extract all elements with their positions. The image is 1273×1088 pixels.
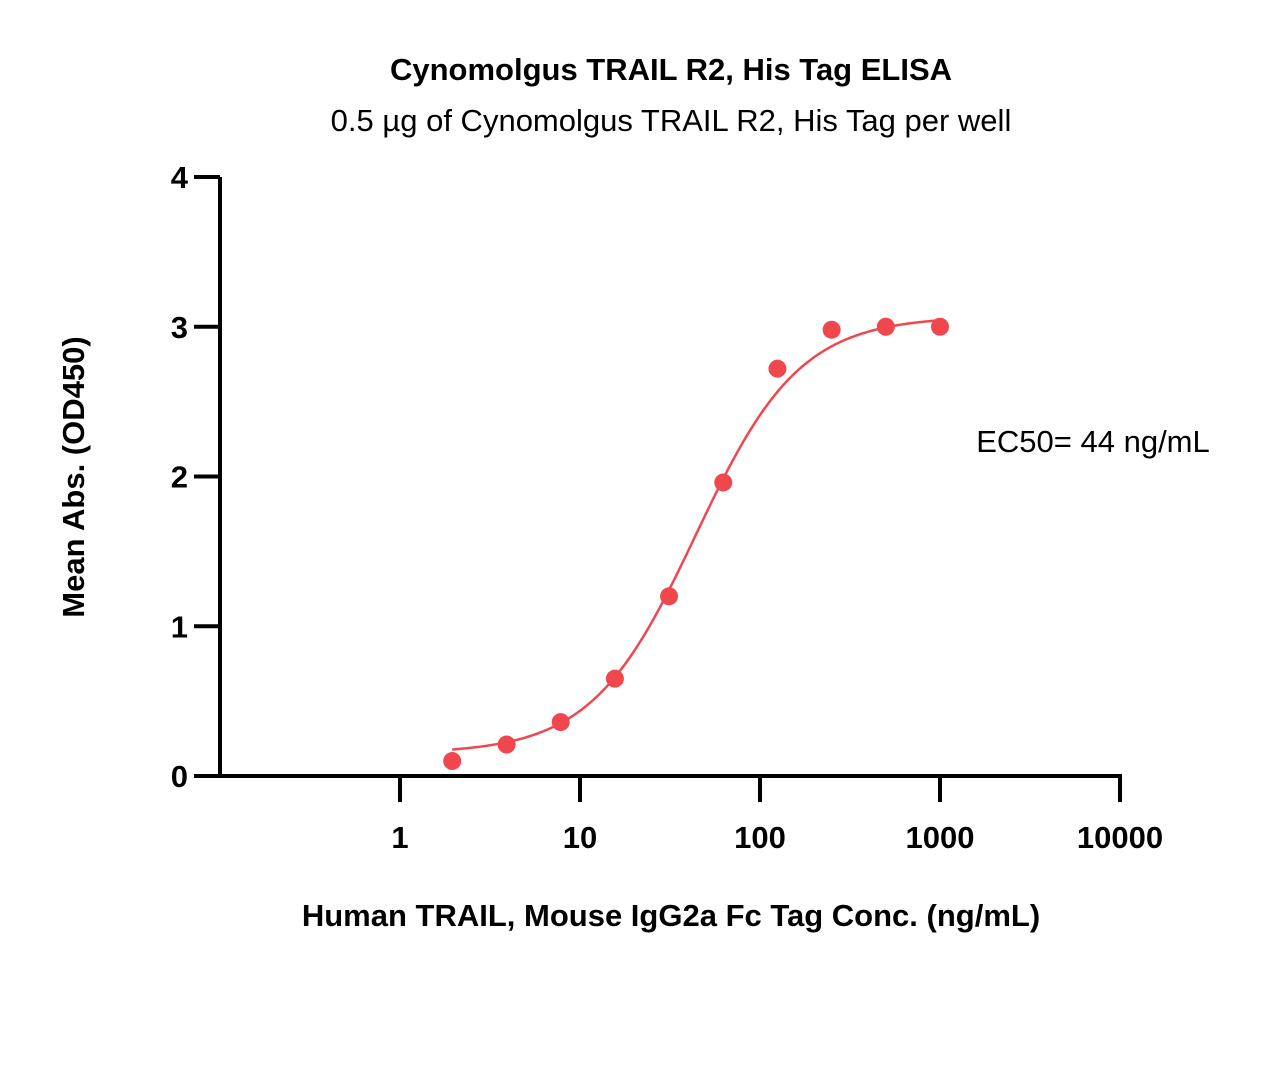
data-point xyxy=(443,752,462,771)
x-axis-label: Human TRAIL, Mouse IgG2a Fc Tag Conc. (n… xyxy=(302,898,1040,933)
data-point xyxy=(714,473,733,492)
data-point xyxy=(660,587,679,606)
x-tick-label: 10 xyxy=(563,820,597,855)
y-axis-label: Mean Abs. (OD450) xyxy=(56,336,91,617)
data-point xyxy=(876,317,895,336)
ec50-annotation: EC50= 44 ng/mL xyxy=(976,424,1210,459)
y-tick-label: 0 xyxy=(171,759,188,794)
x-tick-label: 10000 xyxy=(1077,820,1163,855)
x-tick-label: 100 xyxy=(734,820,786,855)
data-point xyxy=(822,320,841,339)
x-tick-label: 1 xyxy=(391,820,408,855)
data-point xyxy=(768,359,787,378)
data-point xyxy=(605,669,624,688)
chart-title: Cynomolgus TRAIL R2, His Tag ELISA xyxy=(390,52,952,87)
axes: 0 1 2 3 4 1 10 100 1000 10000 xyxy=(171,160,1163,855)
data-points xyxy=(443,317,949,771)
y-tick-label: 1 xyxy=(171,609,188,644)
data-point xyxy=(931,317,949,336)
x-tick-label: 1000 xyxy=(906,820,975,855)
chart-subtitle: 0.5 µg of Cynomolgus TRAIL R2, His Tag p… xyxy=(331,103,1012,138)
data-point xyxy=(497,735,516,754)
y-tick-label: 3 xyxy=(171,310,188,345)
y-tick-label: 2 xyxy=(171,460,188,495)
data-point xyxy=(551,713,570,732)
fit-curve xyxy=(452,319,941,751)
y-tick-label: 4 xyxy=(171,160,189,195)
fit-curve-layer xyxy=(452,319,941,751)
